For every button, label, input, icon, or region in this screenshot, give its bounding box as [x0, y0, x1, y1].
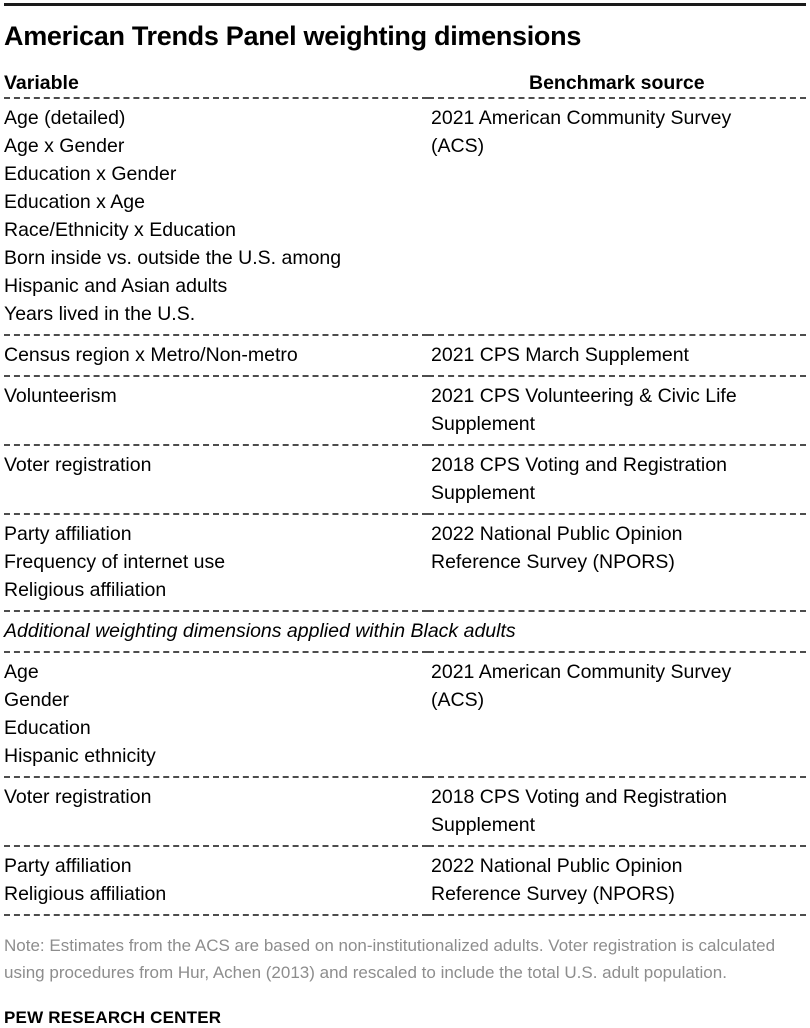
benchmark-source-label: 2018 CPS Voting and Registration — [431, 454, 727, 476]
variable-label: Census region x Metro/Non-metro — [4, 344, 298, 366]
table-row: Voter registration 2018 CPS Voting and Re… — [4, 777, 806, 846]
benchmark-source-label: Supplement — [431, 814, 536, 836]
table-row: Party affiliation Religious affiliation 20… — [4, 846, 806, 915]
variable-label: Education x Age — [4, 191, 145, 213]
column-header-variable: Variable — [4, 72, 79, 94]
benchmark-source-label: 2022 National Public Opinion — [431, 523, 683, 545]
variable-label: Born inside vs. outside the U.S. among — [4, 247, 342, 269]
section-header-row: Additional weighting dimensions applied … — [4, 611, 806, 652]
weighting-dimensions-table: Variable Benchmark source Age (detailed)… — [4, 69, 806, 916]
variable-label: Age — [4, 661, 39, 683]
variable-label: Race/Ethnicity x Education — [4, 219, 236, 241]
variable-label: Age x Gender — [4, 135, 125, 157]
variable-label: Age (detailed) — [4, 107, 126, 129]
header-row: Variable Benchmark source — [4, 69, 806, 98]
variable-label: Education x Gender — [4, 163, 177, 185]
top-rule-divider — [4, 3, 806, 6]
variable-cell: Party affiliation Religious affiliation — [4, 846, 428, 915]
table-row: Voter registration 2018 CPS Voting and Re… — [4, 445, 806, 514]
benchmark-source-cell: 2022 National Public Opinion Reference Su… — [428, 514, 806, 611]
figure-note: Note: Estimates from the ACS are based o… — [4, 936, 776, 982]
table-row: Census region x Metro/Non-metro 2021 CPS … — [4, 335, 806, 376]
variable-cell: Age (detailed) Age x Gender Education x Ge… — [4, 98, 428, 335]
benchmark-source-label: 2021 CPS Volunteering & Civic Life — [431, 385, 737, 407]
figure-container: American Trends Panel weighting dimensio… — [0, 3, 810, 1027]
table-row: Volunteerism 2021 CPS Volunteering & Civi… — [4, 376, 806, 445]
variable-label: Party affiliation — [4, 855, 132, 877]
variable-label: Hispanic and Asian adults — [4, 275, 228, 297]
table-row: Age Gender Education Hispanic ethnicity 2021… — [4, 652, 806, 777]
benchmark-source-cell: 2018 CPS Voting and Registration Suppleme… — [428, 445, 806, 514]
benchmark-source-label: 2021 CPS March Supplement — [431, 344, 689, 366]
variable-cell: Party affiliation Frequency of internet u… — [4, 514, 428, 611]
variable-cell: Voter registration — [4, 777, 428, 846]
benchmark-source-label: (ACS) — [431, 135, 485, 157]
benchmark-source-cell: 2021 American Community Survey (ACS) — [428, 652, 806, 777]
section-header-label: Additional weighting dimensions applied … — [4, 620, 516, 642]
figure-title: American Trends Panel weighting dimensio… — [4, 21, 582, 51]
variable-label: Party affiliation — [4, 523, 132, 545]
benchmark-source-label: 2018 CPS Voting and Registration — [431, 786, 727, 808]
variable-cell: Voter registration — [4, 445, 428, 514]
benchmark-source-cell: 2021 CPS March Supplement — [428, 335, 806, 376]
column-header-benchmark-source: Benchmark source — [529, 72, 705, 94]
table-row: Party affiliation Frequency of internet u… — [4, 514, 806, 611]
variable-label: Gender — [4, 689, 70, 711]
variable-label: Years lived in the U.S. — [4, 303, 196, 325]
benchmark-source-label: 2021 American Community Survey — [431, 661, 732, 683]
benchmark-source-label: 2021 American Community Survey — [431, 107, 732, 129]
benchmark-source-cell: 2022 National Public Opinion Reference Su… — [428, 846, 806, 915]
variable-label: Volunteerism — [4, 385, 117, 407]
benchmark-source-cell: 2021 CPS Volunteering & Civic Life Supple… — [428, 376, 806, 445]
variable-label: Religious affiliation — [4, 579, 167, 601]
benchmark-source-cell: 2021 American Community Survey (ACS) — [428, 98, 806, 335]
variable-cell: Census region x Metro/Non-metro — [4, 335, 428, 376]
source-attribution: PEW RESEARCH CENTER — [4, 1008, 222, 1027]
benchmark-source-label: Supplement — [431, 482, 536, 504]
variable-label: Hispanic ethnicity — [4, 745, 156, 767]
variable-label: Voter registration — [4, 786, 152, 808]
benchmark-source-label: Supplement — [431, 413, 536, 435]
variable-cell: Age Gender Education Hispanic ethnicity — [4, 652, 428, 777]
table-header: Variable Benchmark source — [4, 69, 806, 98]
benchmark-source-label: (ACS) — [431, 689, 485, 711]
benchmark-source-label: Reference Survey (NPORS) — [431, 551, 675, 573]
benchmark-source-cell: 2018 CPS Voting and Registration Suppleme… — [428, 777, 806, 846]
variable-cell: Volunteerism — [4, 376, 428, 445]
variable-label: Voter registration — [4, 454, 152, 476]
variable-label: Education — [4, 717, 91, 739]
variable-label: Frequency of internet use — [4, 551, 226, 573]
benchmark-source-label: 2022 National Public Opinion — [431, 855, 683, 877]
variable-label: Religious affiliation — [4, 883, 167, 905]
table-body: Age (detailed) Age x Gender Education x Ge… — [4, 98, 806, 915]
table-row: Age (detailed) Age x Gender Education x Ge… — [4, 98, 806, 335]
benchmark-source-label: Reference Survey (NPORS) — [431, 883, 675, 905]
